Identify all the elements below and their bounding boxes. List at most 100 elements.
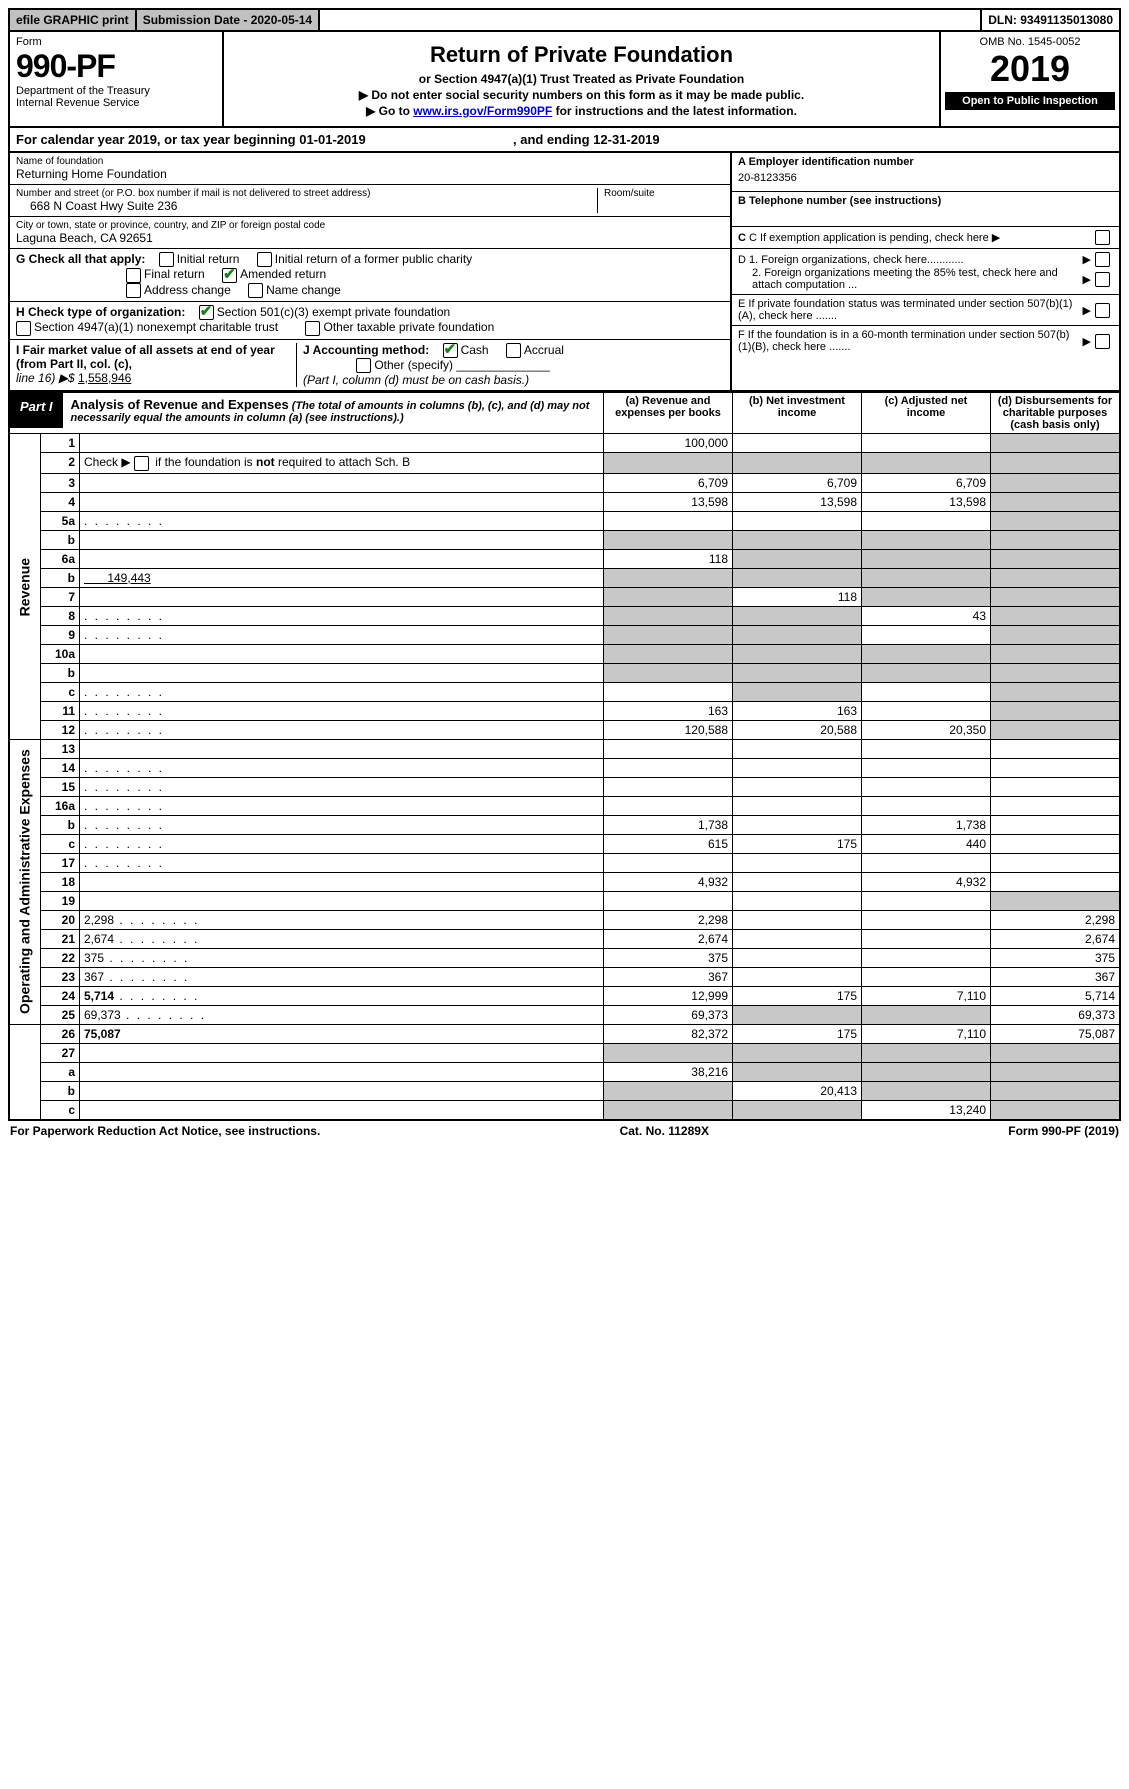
cell-c (862, 796, 991, 815)
cell-c (862, 1062, 991, 1081)
cb-C[interactable] (1095, 230, 1110, 245)
cell-a: 367 (604, 967, 733, 986)
cb-F[interactable] (1095, 334, 1110, 349)
table-row: 23367367367 (9, 967, 1120, 986)
line-desc (80, 834, 604, 853)
table-row: 212,6742,6742,674 (9, 929, 1120, 948)
identification-block: Name of foundation Returning Home Founda… (8, 153, 1121, 392)
cell-d (991, 739, 1121, 758)
cb-initial-former[interactable]: Initial return of a former public charit… (257, 252, 472, 267)
E-row: E If private foundation status was termi… (732, 295, 1119, 326)
ij-row: I Fair market value of all assets at end… (10, 340, 730, 391)
E-text: E If private foundation status was termi… (738, 298, 1079, 322)
line-desc (80, 701, 604, 720)
cell-a (604, 568, 733, 587)
line-number: a (41, 1062, 80, 1081)
cb-other-acct[interactable]: Other (specify) ______________ (356, 358, 549, 373)
cell-b: 118 (733, 587, 862, 606)
line-number: 27 (41, 1043, 80, 1062)
header-left: Form 990-PF Department of the Treasury I… (10, 32, 224, 126)
line-number: 1 (41, 434, 80, 453)
cell-c (862, 948, 991, 967)
table-row: 9 (9, 625, 1120, 644)
cell-d (991, 625, 1121, 644)
cell-d (991, 701, 1121, 720)
top-bar: efile GRAPHIC print Submission Date - 20… (8, 8, 1121, 32)
tax-year: 2019 (945, 48, 1115, 90)
cb-accrual[interactable]: Accrual (506, 343, 564, 358)
cb-name-change[interactable]: Name change (248, 283, 341, 298)
cell-a (604, 644, 733, 663)
city-row: City or town, state or province, country… (10, 217, 730, 249)
col-b: (b) Net investment income (733, 393, 862, 434)
cb-D1[interactable] (1095, 252, 1110, 267)
cell-c (862, 682, 991, 701)
cell-a (604, 1100, 733, 1120)
cell-c: 13,240 (862, 1100, 991, 1120)
j-block: J Accounting method: Cash Accrual Other … (296, 343, 724, 388)
cell-c (862, 1005, 991, 1024)
cell-b: 6,709 (733, 473, 862, 492)
cell-b (733, 1043, 862, 1062)
line-number: 18 (41, 872, 80, 891)
addr-label: Number and street (or P.O. box number if… (16, 188, 597, 199)
cb-501c3[interactable]: Section 501(c)(3) exempt private foundat… (199, 305, 450, 320)
line-number: 9 (41, 625, 80, 644)
cell-a (604, 758, 733, 777)
cell-c (862, 453, 991, 473)
cb-addr-change[interactable]: Address change (126, 283, 231, 298)
table-row: 843 (9, 606, 1120, 625)
line-number: 22 (41, 948, 80, 967)
form-link[interactable]: www.irs.gov/Form990PF (413, 104, 552, 118)
cb-cash[interactable]: Cash (443, 343, 489, 358)
cell-a (604, 682, 733, 701)
cal-b: , and ending 12-31-2019 (513, 132, 660, 147)
cell-c: 1,738 (862, 815, 991, 834)
cb-amended[interactable]: Amended return (222, 267, 326, 282)
line-number: 25 (41, 1005, 80, 1024)
info-right: A Employer identification number 20-8123… (732, 153, 1119, 390)
D2-text: 2. Foreign organizations meeting the 85%… (738, 267, 1079, 291)
B-label: B Telephone number (see instructions) (738, 195, 1113, 207)
line-desc (80, 587, 604, 606)
line-number: c (41, 1100, 80, 1120)
cell-b (733, 796, 862, 815)
line-number: 19 (41, 891, 80, 910)
cb-final[interactable]: Final return (126, 267, 205, 282)
cb-D2[interactable] (1095, 272, 1110, 287)
cell-c (862, 644, 991, 663)
cb-other-tax[interactable]: Other taxable private foundation (305, 320, 494, 335)
cell-a: 82,372 (604, 1024, 733, 1043)
header-right: OMB No. 1545-0052 2019 Open to Public In… (941, 32, 1119, 126)
cb-E[interactable] (1095, 303, 1110, 318)
line-number: 8 (41, 606, 80, 625)
table-row: 15 (9, 777, 1120, 796)
table-row: 5a (9, 511, 1120, 530)
note2-post: for instructions and the latest informat… (552, 104, 797, 118)
cell-a (604, 511, 733, 530)
table-row: 2Check ▶ if the foundation is not requir… (9, 453, 1120, 473)
footer-right: Form 990-PF (2019) (1008, 1124, 1119, 1138)
table-row: b (9, 530, 1120, 549)
cell-b: 175 (733, 834, 862, 853)
cell-b (733, 644, 862, 663)
line-desc: 367 (80, 967, 604, 986)
table-row: 2569,37369,37369,373 (9, 1005, 1120, 1024)
foundation-name: Returning Home Foundation (16, 167, 724, 181)
cell-d (991, 834, 1121, 853)
city-label: City or town, state or province, country… (16, 220, 724, 231)
cell-c (862, 1081, 991, 1100)
cell-c: 20,350 (862, 720, 991, 739)
line-desc: 2,298 (80, 910, 604, 929)
note2: ▶ Go to www.irs.gov/Form990PF for instru… (230, 104, 933, 118)
line-number: 10a (41, 644, 80, 663)
dept: Department of the Treasury (16, 85, 216, 97)
line-desc: Check ▶ if the foundation is not require… (80, 453, 604, 473)
city-val: Laguna Beach, CA 92651 (16, 231, 724, 245)
table-row: 245,71412,9991757,1105,714 (9, 986, 1120, 1005)
cb-4947[interactable]: Section 4947(a)(1) nonexempt charitable … (16, 320, 278, 335)
line-number: 15 (41, 777, 80, 796)
cell-b: 20,413 (733, 1081, 862, 1100)
cell-a (604, 1043, 733, 1062)
table-row: b (9, 663, 1120, 682)
